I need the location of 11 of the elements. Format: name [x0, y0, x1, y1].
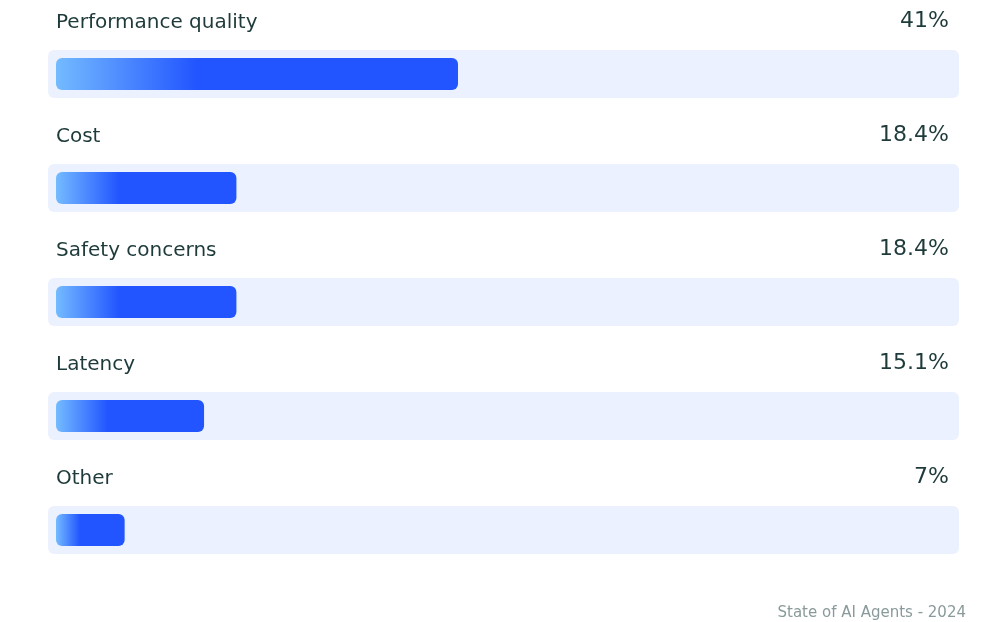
y-tick-label: Other [56, 465, 114, 489]
text: State of AI Agents - 2024 [777, 603, 966, 621]
y-tick-label: Safety concerns [56, 237, 217, 261]
y-tick-label: Latency [56, 351, 136, 375]
data-label: 41% [900, 7, 949, 32]
data-label: 18.4% [879, 121, 949, 146]
y-tick-label: Cost [56, 123, 101, 147]
data-label: 15.1% [879, 349, 949, 374]
data-label: 7% [914, 463, 949, 488]
data-label: 18.4% [879, 235, 949, 260]
y-tick-label: Performance quality [56, 9, 258, 33]
